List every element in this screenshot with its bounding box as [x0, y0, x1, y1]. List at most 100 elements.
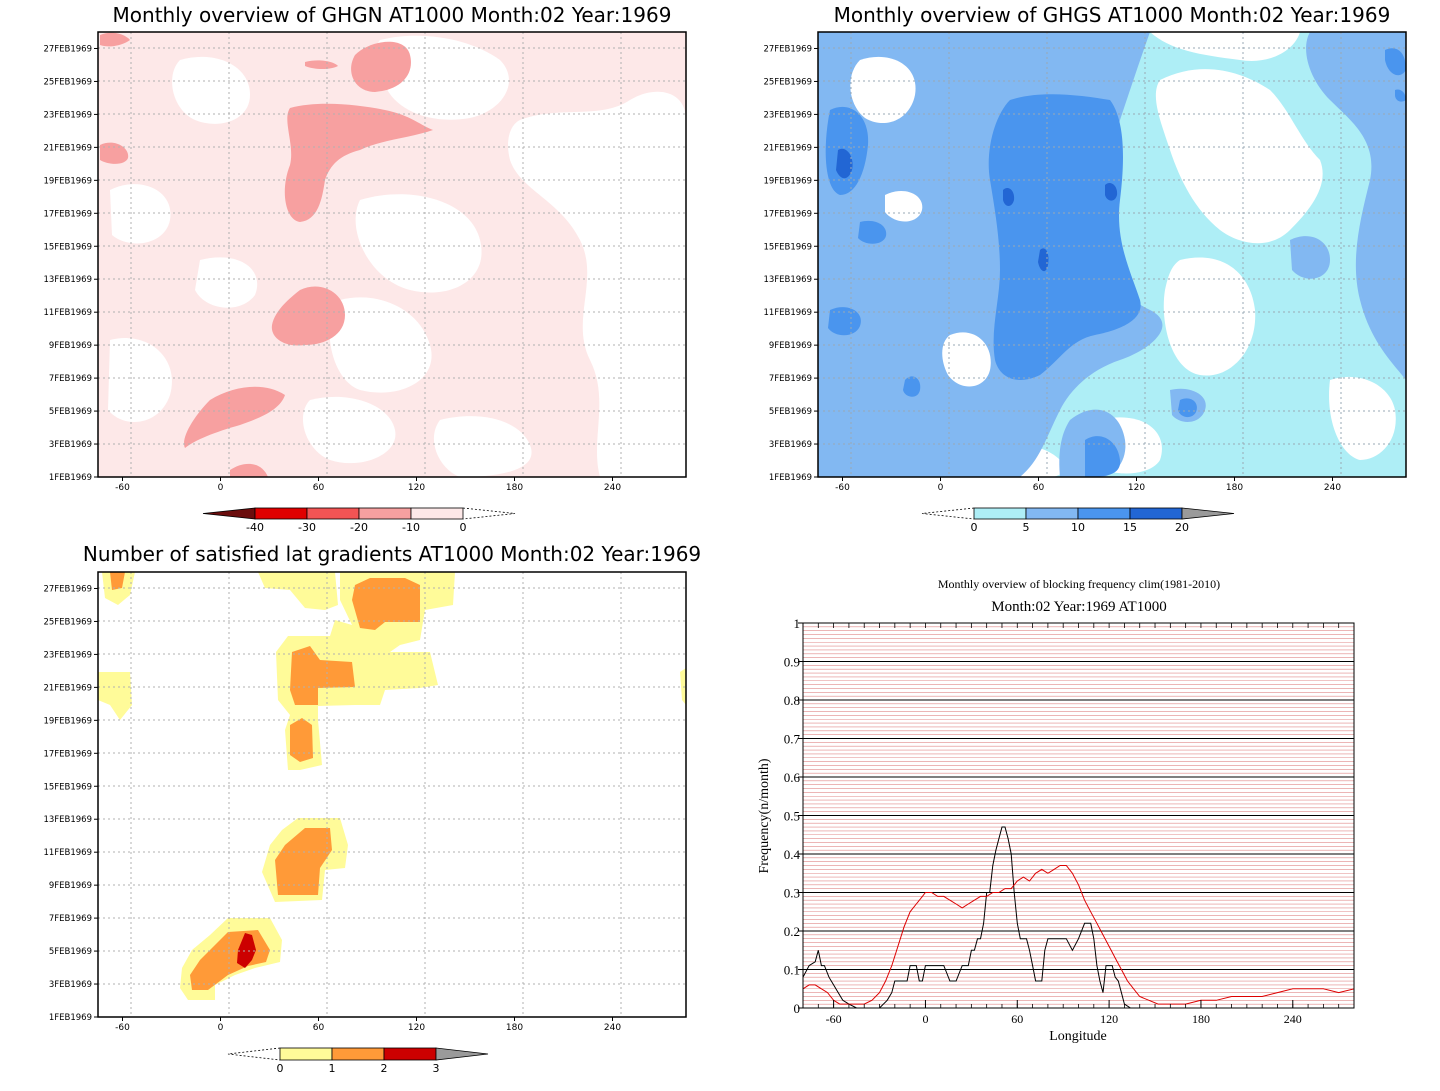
ghgn-xtick-label: 180 — [506, 483, 523, 493]
ghgs-ytick-label: 21FEB1969 — [763, 143, 812, 153]
ghgs-ytick-label: 19FEB1969 — [763, 176, 812, 186]
ghgn-ytick-label: 1FEB1969 — [49, 473, 92, 483]
ghgn-xtick-label: 120 — [408, 483, 425, 493]
blockfreq-xtick-label: -60 — [826, 1012, 842, 1026]
ghgn-white-region — [433, 416, 532, 477]
blockfreq-ytick-label: 1 — [794, 616, 801, 631]
ghgs-level15-region — [858, 220, 887, 244]
ghgs-white-region — [1329, 376, 1396, 460]
latgrad-ytick-label: 25FEB1969 — [43, 617, 92, 627]
ghgn-cbar-seg — [306, 507, 360, 520]
ghgn-ytick-label: 17FEB1969 — [43, 209, 92, 219]
latgrad-ytick-label: 1FEB1969 — [49, 1013, 92, 1023]
ghgs-level15-region — [1395, 89, 1406, 102]
ghgn-ytick-label: 13FEB1969 — [43, 275, 92, 285]
ghgs-xtick-label: 120 — [1128, 483, 1145, 493]
ghgn-pink-region — [305, 60, 338, 69]
latgrad-cbar-label: 0 — [277, 1062, 284, 1075]
ghgs-level15-region — [828, 307, 861, 336]
ghgn-ytick-label: 21FEB1969 — [43, 143, 92, 153]
latgrad-cbar-seg — [435, 1047, 489, 1061]
ghgs-white-region — [885, 190, 923, 222]
ghgs-xtick-label: 180 — [1226, 483, 1243, 493]
ghgn-cbar-seg — [358, 507, 412, 520]
ghgs-level20-region — [1038, 248, 1049, 272]
blockfreq-title: Monthly overview of blocking frequency c… — [938, 577, 1220, 591]
ghgs-ytick-label: 3FEB1969 — [769, 440, 812, 450]
ghgn-contours — [98, 32, 686, 477]
latgrad-ytick-label: 13FEB1969 — [43, 815, 92, 825]
blockfreq-series-0 — [803, 826, 1354, 1008]
ghgs-xtick-label: 240 — [1324, 483, 1341, 493]
latgrad-xtick-label: 240 — [604, 1023, 621, 1033]
ghgs-cbar-seg — [1181, 507, 1235, 520]
ghgs-y-axis: 1FEB1969 3FEB1969 5FEB1969 7FEB1969 9FEB1969… — [763, 44, 818, 483]
ghgn-cbar-seg — [202, 507, 256, 520]
ghgs-panel: Monthly overview of GHGS AT1000 Month:02… — [763, 3, 1407, 534]
ghgn-colorbar: -40 -30 -20 -10 0 — [202, 507, 516, 534]
ghgs-ytick-label: 7FEB1969 — [769, 374, 812, 384]
ghgs-cbar-open-end — [921, 507, 975, 520]
latgrad-cbar-seg — [383, 1047, 437, 1061]
ghgs-level15-region — [1178, 398, 1197, 418]
blockfreq-ytick-label: 0.4 — [784, 847, 801, 862]
latgrad-cbar-seg — [331, 1047, 385, 1061]
ghgn-pink-region — [230, 463, 268, 477]
latgrad-level2-region — [110, 572, 125, 590]
ghgs-white-region — [942, 332, 991, 387]
ghgs-white-region — [1155, 69, 1323, 244]
blockfreq-ytick-label: 0.9 — [784, 655, 800, 670]
ghgs-cbar-label: 20 — [1175, 521, 1189, 534]
ghgn-white-region — [108, 338, 172, 422]
ghgs-ytick-label: 15FEB1969 — [763, 242, 812, 252]
blockfreq-xlabel: Longitude — [1049, 1029, 1107, 1044]
ghgn-title: Monthly overview of GHGN AT1000 Month:02… — [113, 3, 672, 27]
latgrad-xtick-label: 60 — [313, 1023, 325, 1033]
latgrad-y-axis: 1FEB1969 3FEB1969 5FEB1969 7FEB1969 9FEB1969… — [43, 584, 98, 1023]
ghgs-cbar-seg — [1077, 507, 1131, 520]
blockfreq-ylabel: Frequency(n/month) — [757, 758, 772, 873]
ghgs-level20-region — [1105, 183, 1118, 201]
ghgs-ytick-label: 11FEB1969 — [763, 308, 812, 318]
ghgs-xtick-label: 0 — [938, 483, 944, 493]
ghgs-cbar-seg — [1025, 507, 1079, 520]
ghgn-x-axis: -60 0 60 120 180 240 — [115, 477, 621, 493]
ghgn-cbar-label: -20 — [350, 521, 368, 534]
latgrad-xtick-label: -60 — [115, 1023, 130, 1033]
ghgn-frame — [97, 31, 687, 478]
latgrad-ytick-label: 11FEB1969 — [43, 848, 92, 858]
latgrad-ytick-label: 23FEB1969 — [43, 650, 92, 660]
ghgs-white-region — [1150, 32, 1300, 61]
ghgn-pink-region — [100, 32, 130, 47]
latgrad-contours — [98, 572, 686, 1017]
ghgs-ytick-label: 27FEB1969 — [763, 44, 812, 54]
ghgn-ytick-label: 7FEB1969 — [49, 374, 92, 384]
latgrad-cbar-open-end — [227, 1047, 281, 1061]
ghgs-level15-region — [903, 376, 921, 397]
blockfreq-panel: Monthly overview of blocking frequency c… — [757, 577, 1355, 1044]
ghgs-level15-region — [1085, 436, 1121, 477]
ghgn-ytick-label: 25FEB1969 — [43, 77, 92, 87]
blockfreq-ytick-label: 0.3 — [784, 886, 800, 901]
ghgs-ytick-label: 25FEB1969 — [763, 77, 812, 87]
ghgs-ytick-label: 5FEB1969 — [769, 407, 812, 417]
ghgn-cbar-seg — [410, 507, 464, 520]
ghgn-ytick-label: 5FEB1969 — [49, 407, 92, 417]
ghgn-pink-region — [284, 103, 433, 222]
ghgn-white-region — [355, 194, 482, 293]
ghgn-ytick-label: 15FEB1969 — [43, 242, 92, 252]
ghgs-cbar-label: 5 — [1023, 521, 1030, 534]
latgrad-ytick-label: 15FEB1969 — [43, 782, 92, 792]
blockfreq-ytick-label: 0.1 — [784, 963, 800, 978]
latgrad-level1-region — [258, 572, 338, 610]
ghgn-ytick-label: 3FEB1969 — [49, 440, 92, 450]
ghgs-cbar-label: 0 — [971, 521, 978, 534]
latgrad-cbar-seg — [279, 1047, 333, 1061]
blockfreq-xtick-label: 120 — [1100, 1012, 1118, 1026]
latgrad-ytick-label: 27FEB1969 — [43, 584, 92, 594]
blockfreq-xtick-label: 0 — [922, 1012, 928, 1026]
ghgs-cbar-label: 10 — [1071, 521, 1085, 534]
ghgn-pink-region — [184, 386, 285, 448]
ghgn-white-region — [110, 184, 171, 244]
latgrad-level2-region — [352, 578, 420, 630]
